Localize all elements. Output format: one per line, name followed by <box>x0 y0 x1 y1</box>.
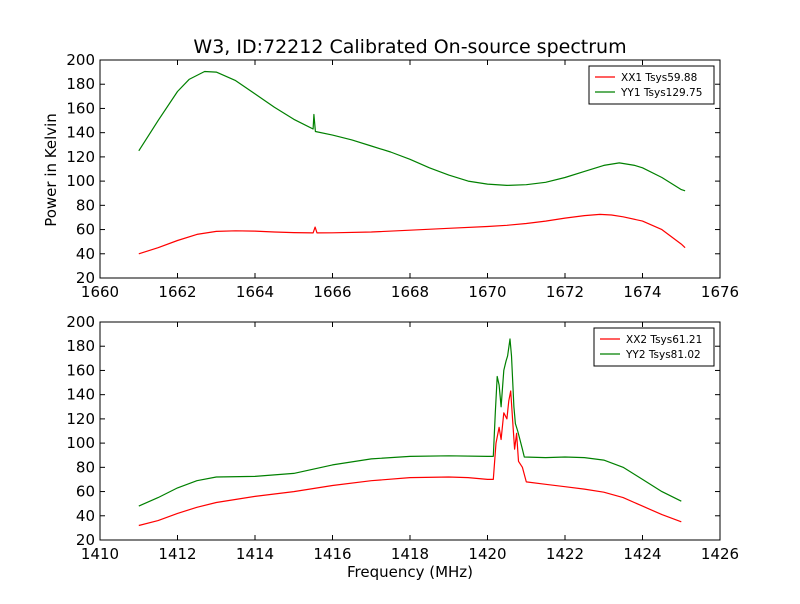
y-tick-label-2-2: 60 <box>76 483 95 501</box>
x-tick-label-2-7: 1424 <box>623 545 661 563</box>
y-tick-label-2-6: 140 <box>66 386 95 404</box>
series-line-2-2 <box>138 338 682 507</box>
y-tick-label-1-1: 40 <box>76 245 95 263</box>
panels: 1660 1662 1664 1666 1668 1670 1672 1674 1676 20 40… <box>66 51 739 563</box>
y-tick-label-2-5: 120 <box>66 410 95 428</box>
legend-2: XX2 Tsys61.21 YY2 Tsys81.02 <box>593 327 715 367</box>
y-tick-label-2-7: 160 <box>66 361 95 379</box>
x-tick-label-1-4: 1668 <box>391 283 429 301</box>
x-tick-label-1-6: 1672 <box>546 283 584 301</box>
legend-box-1 <box>588 65 715 105</box>
x-tick-label-2-5: 1420 <box>468 545 506 563</box>
x-tick-label-2-6: 1422 <box>546 545 584 563</box>
y-tick-label-1-0: 20 <box>76 269 95 287</box>
series-line-1-1 <box>138 213 686 255</box>
x-tick-label-2-4: 1418 <box>391 545 429 563</box>
x-axis-label: Frequency (MHz) <box>347 563 473 581</box>
legend-label-2-1: XX2 Tsys61.21 <box>626 334 702 346</box>
panel-2: 1410 1412 1414 1416 1418 1420 1422 1424 1426 20 40… <box>66 313 739 563</box>
y-tick-label-1-3: 80 <box>76 196 95 214</box>
x-tick-label-1-0: 1660 <box>81 283 119 301</box>
y-tick-label-1-4: 100 <box>66 172 95 190</box>
x-tick-label-2-1: 1412 <box>158 545 196 563</box>
y-tick-label-2-9: 200 <box>66 313 95 331</box>
x-tick-label-1-1: 1662 <box>158 283 196 301</box>
y-tick-label-1-6: 140 <box>66 124 95 142</box>
x-tick-label-2-2: 1414 <box>236 545 274 563</box>
y-tick-label-1-2: 60 <box>76 221 95 239</box>
legend-label-2-2: YY2 Tsys81.02 <box>625 349 701 361</box>
x-tick-label-2-0: 1410 <box>81 545 119 563</box>
x-tick-label-2-8: 1426 <box>701 545 739 563</box>
x-tick-label-1-7: 1674 <box>623 283 661 301</box>
y-axis-label: Power in Kelvin <box>42 113 60 227</box>
legend-1: XX1 Tsys59.88 YY1 Tsys129.75 <box>588 65 715 105</box>
y-tick-label-1-7: 160 <box>66 99 95 117</box>
figure-title: W3, ID:72212 Calibrated On-source spectr… <box>193 36 626 58</box>
legend-label-1-2: YY1 Tsys129.75 <box>620 87 702 99</box>
legend-label-1-1: XX1 Tsys59.88 <box>621 72 697 84</box>
y-tick-label-1-8: 180 <box>66 75 95 93</box>
y-tick-label-1-5: 120 <box>66 148 95 166</box>
x-tick-label-1-8: 1676 <box>701 283 739 301</box>
series-line-1-2 <box>138 70 686 192</box>
y-tick-label-2-8: 180 <box>66 337 95 355</box>
x-tick-label-1-3: 1666 <box>313 283 351 301</box>
x-tick-label-1-5: 1670 <box>468 283 506 301</box>
panel-1: 1660 1662 1664 1666 1668 1670 1672 1674 1676 20 40… <box>66 51 739 301</box>
y-tick-label-2-4: 100 <box>66 434 95 452</box>
x-tick-label-1-2: 1664 <box>236 283 274 301</box>
y-tick-label-1-9: 200 <box>66 51 95 69</box>
x-tick-label-2-3: 1416 <box>313 545 351 563</box>
y-tick-label-2-3: 80 <box>76 458 95 476</box>
y-tick-label-2-0: 20 <box>76 531 95 549</box>
legend-box-2 <box>593 327 715 367</box>
series-line-2-1 <box>138 390 682 527</box>
y-tick-label-2-1: 40 <box>76 507 95 525</box>
